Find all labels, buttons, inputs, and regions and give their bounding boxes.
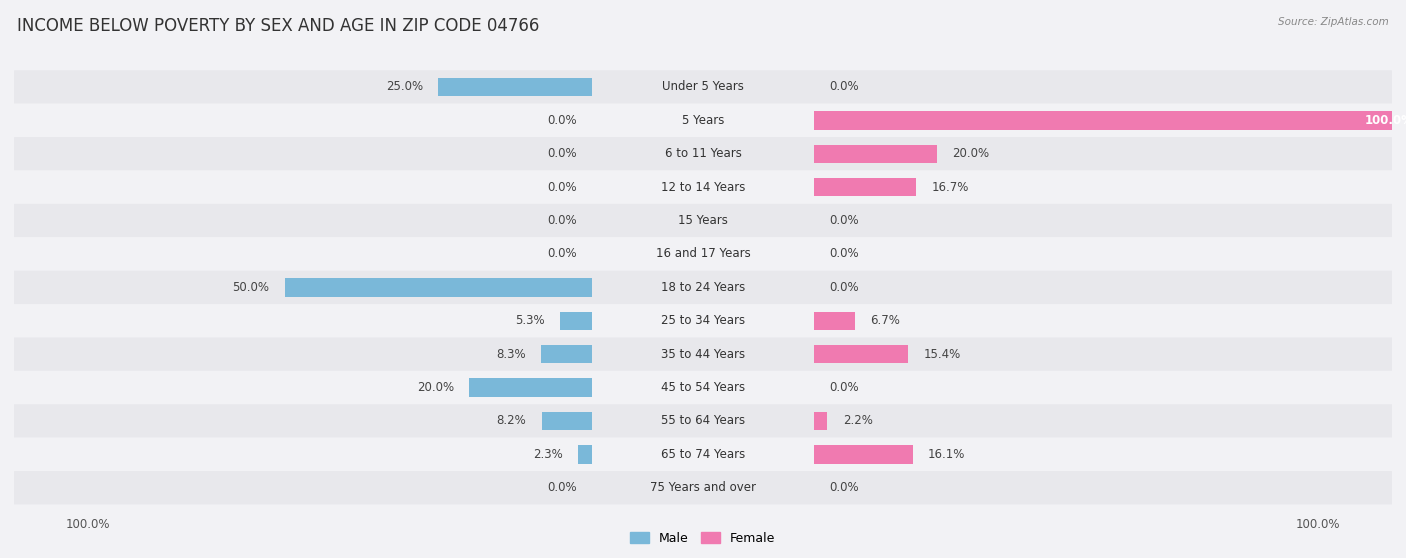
- Text: 55 to 64 Years: 55 to 64 Years: [661, 415, 745, 427]
- FancyBboxPatch shape: [14, 371, 1392, 404]
- Text: 0.0%: 0.0%: [830, 214, 859, 227]
- Text: 5.3%: 5.3%: [515, 314, 544, 327]
- Text: 15 Years: 15 Years: [678, 214, 728, 227]
- Text: 16.7%: 16.7%: [932, 181, 969, 194]
- Bar: [439, 78, 592, 96]
- Text: 35 to 44 Years: 35 to 44 Years: [661, 348, 745, 360]
- Bar: [814, 311, 855, 330]
- Text: 100.0%: 100.0%: [1365, 114, 1406, 127]
- Text: 20.0%: 20.0%: [416, 381, 454, 394]
- Text: 16.1%: 16.1%: [928, 448, 966, 461]
- Text: 2.3%: 2.3%: [533, 448, 562, 461]
- FancyBboxPatch shape: [14, 437, 1392, 471]
- Text: 15.4%: 15.4%: [924, 348, 962, 360]
- Text: 0.0%: 0.0%: [830, 80, 859, 94]
- Text: Under 5 Years: Under 5 Years: [662, 80, 744, 94]
- Text: 6.7%: 6.7%: [870, 314, 900, 327]
- Bar: [814, 345, 908, 363]
- Text: Source: ZipAtlas.com: Source: ZipAtlas.com: [1278, 17, 1389, 27]
- Text: 8.3%: 8.3%: [496, 348, 526, 360]
- Bar: [814, 111, 1406, 129]
- Text: 25.0%: 25.0%: [387, 80, 423, 94]
- Text: 8.2%: 8.2%: [496, 415, 526, 427]
- Text: 0.0%: 0.0%: [830, 381, 859, 394]
- FancyBboxPatch shape: [14, 137, 1392, 171]
- Text: 0.0%: 0.0%: [830, 281, 859, 294]
- Bar: [814, 445, 912, 464]
- FancyBboxPatch shape: [14, 70, 1392, 104]
- Bar: [541, 412, 592, 430]
- Legend: Male, Female: Male, Female: [626, 527, 780, 550]
- Text: 75 Years and over: 75 Years and over: [650, 481, 756, 494]
- Text: 0.0%: 0.0%: [830, 481, 859, 494]
- FancyBboxPatch shape: [14, 471, 1392, 504]
- FancyBboxPatch shape: [14, 404, 1392, 437]
- Bar: [470, 378, 592, 397]
- Text: 2.2%: 2.2%: [842, 415, 873, 427]
- Text: 0.0%: 0.0%: [830, 248, 859, 261]
- Bar: [814, 145, 936, 163]
- Bar: [560, 311, 592, 330]
- Text: 0.0%: 0.0%: [547, 481, 576, 494]
- Bar: [814, 178, 917, 196]
- Text: 50.0%: 50.0%: [232, 281, 270, 294]
- Bar: [578, 445, 592, 464]
- Bar: [285, 278, 592, 296]
- FancyBboxPatch shape: [14, 104, 1392, 137]
- Bar: [541, 345, 592, 363]
- Text: 0.0%: 0.0%: [547, 181, 576, 194]
- Text: 16 and 17 Years: 16 and 17 Years: [655, 248, 751, 261]
- Text: 6 to 11 Years: 6 to 11 Years: [665, 147, 741, 160]
- Text: 25 to 34 Years: 25 to 34 Years: [661, 314, 745, 327]
- FancyBboxPatch shape: [14, 237, 1392, 271]
- FancyBboxPatch shape: [14, 338, 1392, 371]
- FancyBboxPatch shape: [14, 204, 1392, 237]
- Text: INCOME BELOW POVERTY BY SEX AND AGE IN ZIP CODE 04766: INCOME BELOW POVERTY BY SEX AND AGE IN Z…: [17, 17, 540, 35]
- Text: 0.0%: 0.0%: [547, 248, 576, 261]
- Text: 45 to 54 Years: 45 to 54 Years: [661, 381, 745, 394]
- FancyBboxPatch shape: [14, 271, 1392, 304]
- Text: 0.0%: 0.0%: [547, 147, 576, 160]
- FancyBboxPatch shape: [14, 304, 1392, 338]
- Text: 0.0%: 0.0%: [547, 214, 576, 227]
- Text: 65 to 74 Years: 65 to 74 Years: [661, 448, 745, 461]
- Text: 20.0%: 20.0%: [952, 147, 990, 160]
- Text: 0.0%: 0.0%: [547, 114, 576, 127]
- Bar: [814, 412, 827, 430]
- Text: 5 Years: 5 Years: [682, 114, 724, 127]
- Text: 18 to 24 Years: 18 to 24 Years: [661, 281, 745, 294]
- FancyBboxPatch shape: [14, 171, 1392, 204]
- Text: 12 to 14 Years: 12 to 14 Years: [661, 181, 745, 194]
